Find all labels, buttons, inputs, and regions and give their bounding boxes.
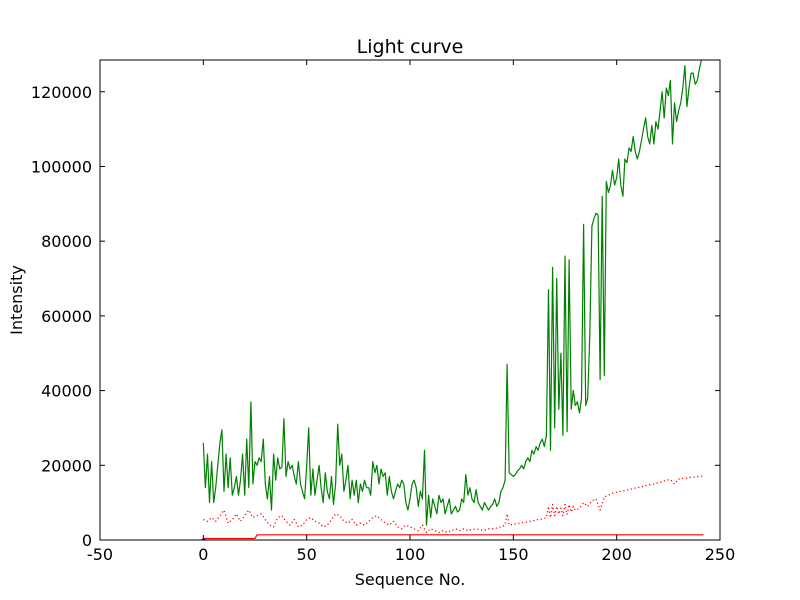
x-tick-label: 100 <box>395 545 426 564</box>
x-tick-label: 150 <box>498 545 529 564</box>
x-tick-label: 50 <box>296 545 316 564</box>
y-tick-label: 60000 <box>41 307 92 326</box>
plot-frame <box>99 59 721 541</box>
x-tick-label: 200 <box>601 545 632 564</box>
y-tick-label: 20000 <box>41 456 92 475</box>
plot-series-group <box>201 59 704 541</box>
x-tick-label: -50 <box>87 545 113 564</box>
series-line-0 <box>202 59 702 526</box>
chart-title: Light curve <box>357 36 464 58</box>
x-axis: -50 0 50 100 150 200 250 <box>87 60 735 564</box>
y-tick-label: 0 <box>82 531 92 550</box>
x-axis-label: Sequence No. <box>355 570 466 589</box>
series-line-2 <box>203 534 704 540</box>
y-axis-label: Intensity <box>7 265 26 335</box>
y-tick-label: 40000 <box>41 382 92 401</box>
y-tick-label: 100000 <box>31 157 92 176</box>
y-tick-label: 120000 <box>31 83 92 102</box>
y-axis: 0 20000 40000 60000 80000 100000 120000 <box>31 83 720 550</box>
series-line-1 <box>203 475 704 534</box>
x-tick-label: 0 <box>198 545 208 564</box>
x-tick-label: 250 <box>705 545 736 564</box>
y-tick-label: 80000 <box>41 232 92 251</box>
